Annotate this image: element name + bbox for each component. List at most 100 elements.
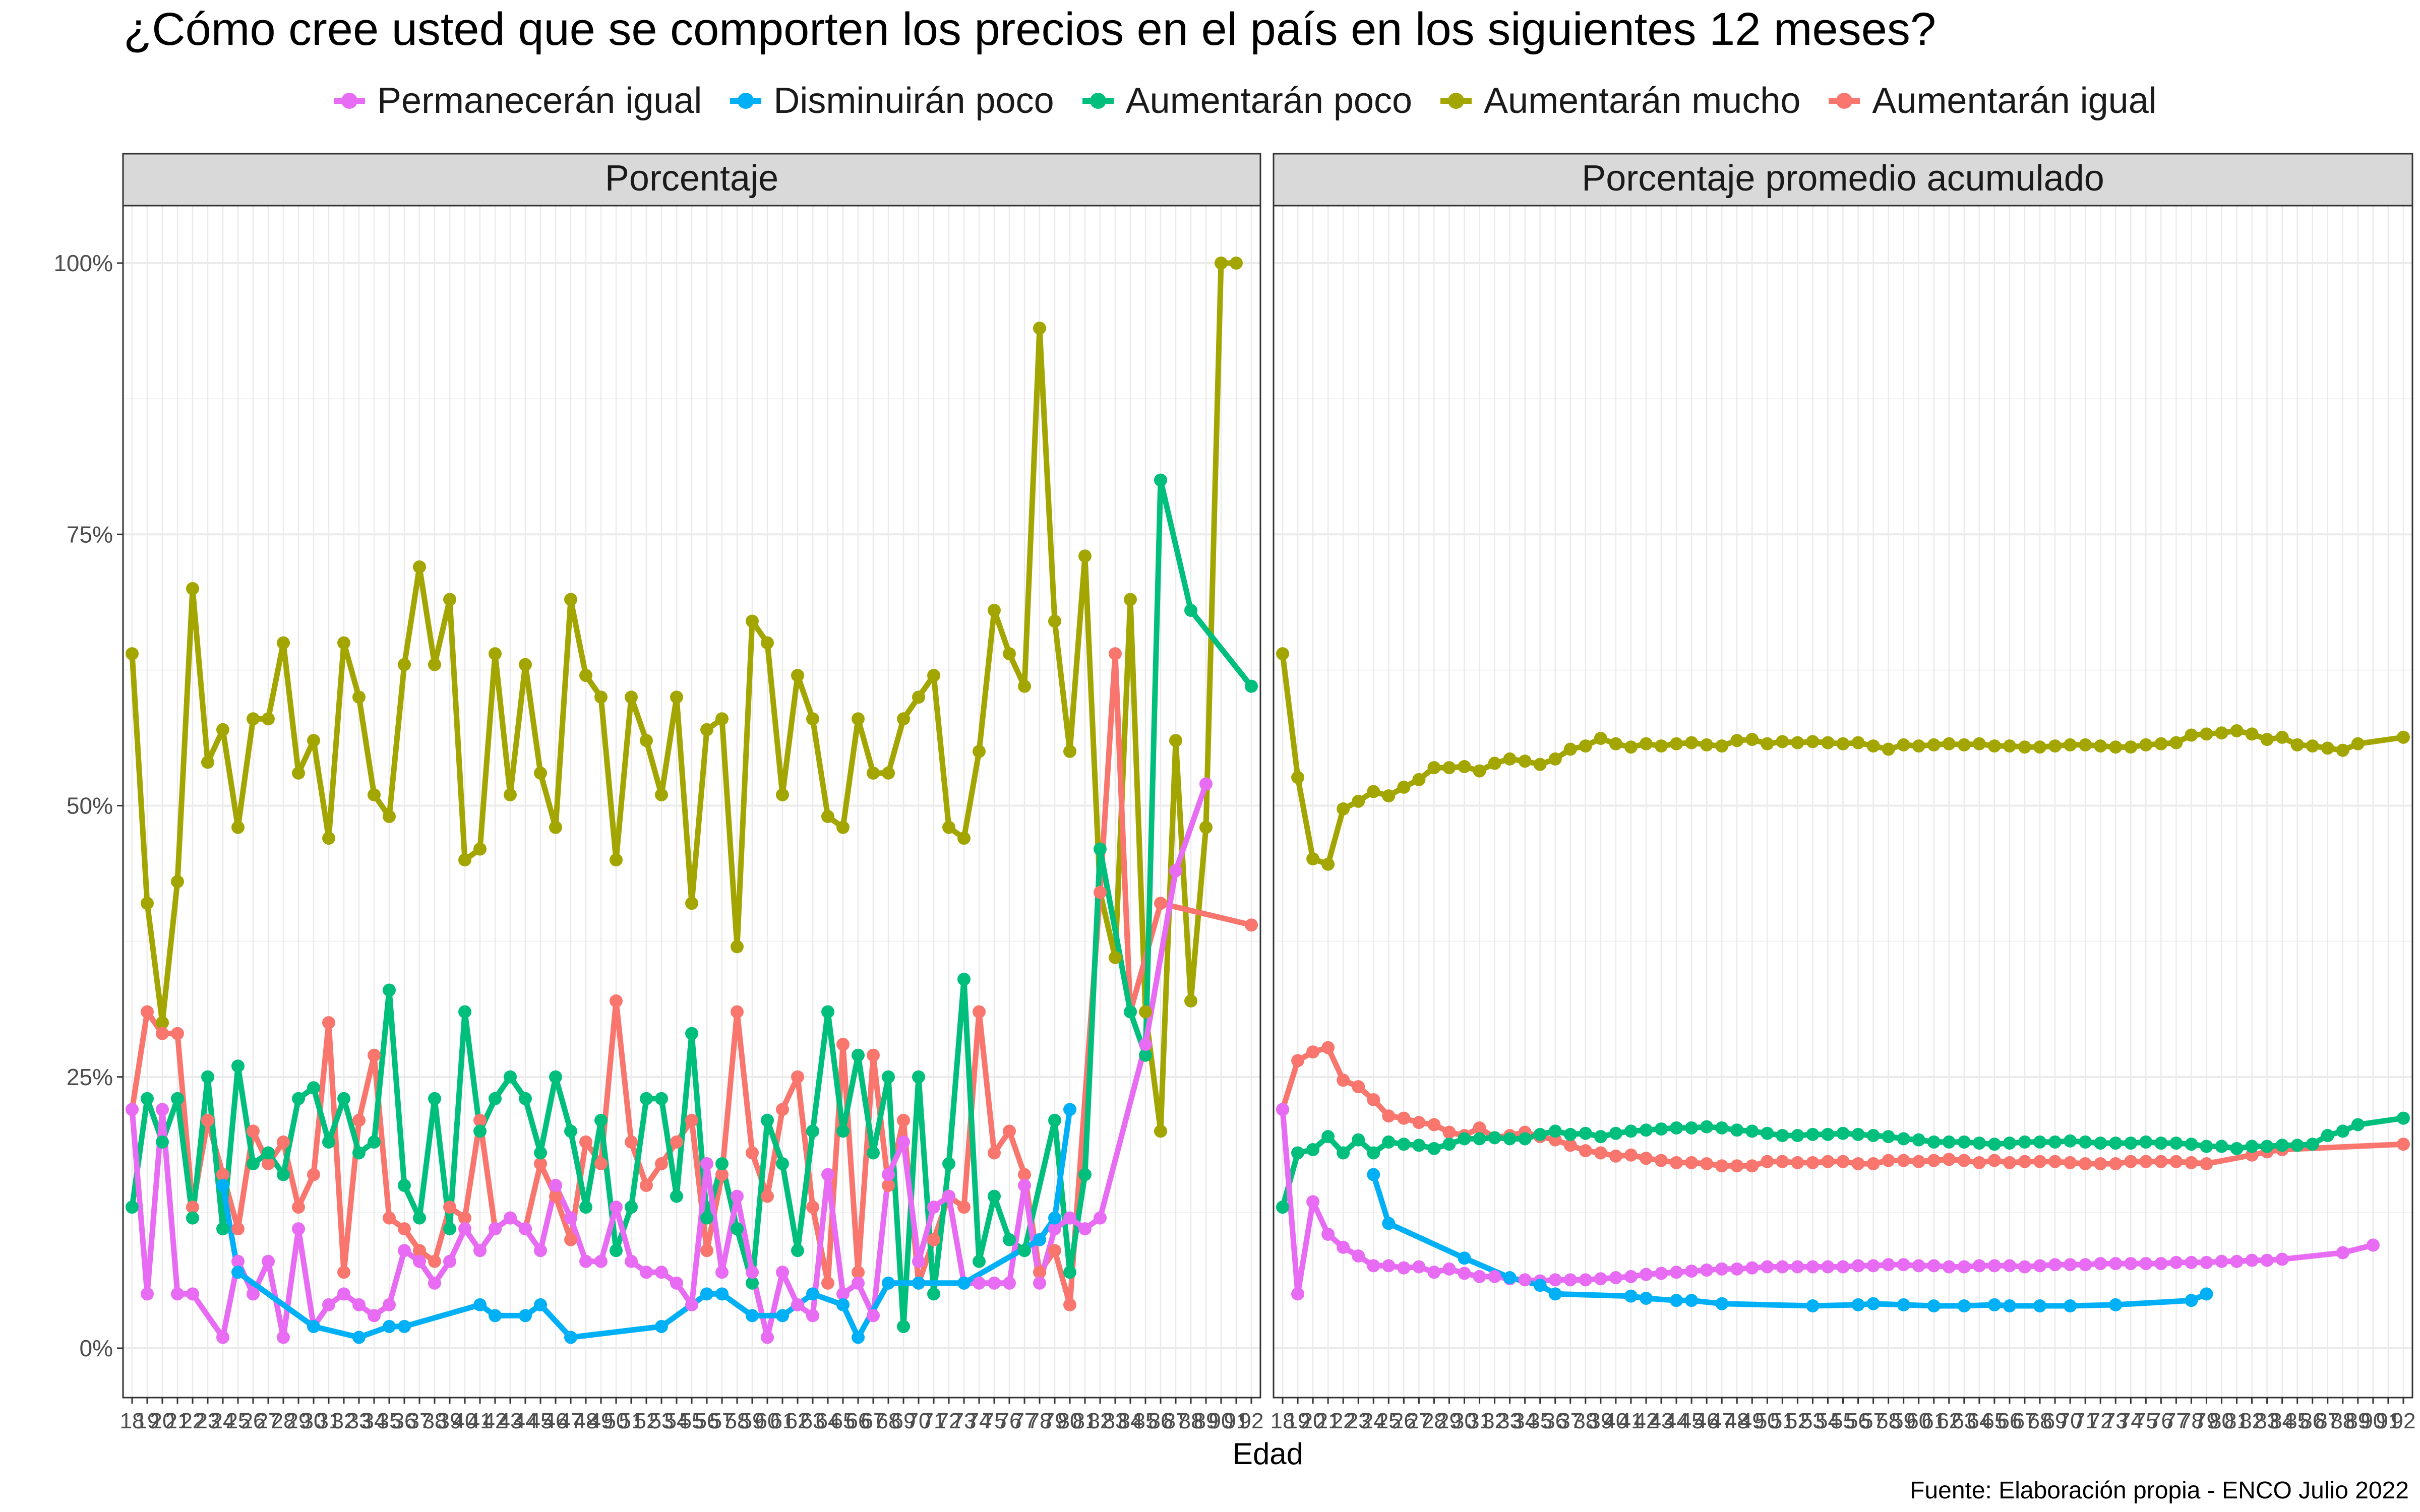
data-point — [867, 1309, 880, 1322]
data-point — [746, 614, 759, 628]
x-tick-label: 57 — [710, 1409, 735, 1433]
data-point — [1670, 737, 1683, 750]
data-point — [1382, 1259, 1396, 1273]
data-point — [398, 1319, 411, 1333]
x-tick-label: 40 — [453, 1409, 477, 1433]
data-point — [534, 1244, 547, 1257]
data-point — [1382, 1109, 1396, 1123]
data-point — [247, 1157, 260, 1170]
data-point — [1609, 1271, 1622, 1285]
data-point — [1655, 1154, 1668, 1167]
data-point — [1382, 1217, 1396, 1230]
data-point — [836, 1298, 850, 1311]
data-point — [1866, 1157, 1880, 1170]
x-tick-label: 32 — [1482, 1409, 1507, 1433]
data-point — [1791, 1260, 1804, 1274]
data-point — [2215, 726, 2228, 740]
data-point — [262, 712, 275, 726]
data-point — [610, 1201, 623, 1214]
data-point — [655, 1266, 668, 1279]
data-point — [1957, 738, 1971, 751]
data-point — [398, 658, 411, 671]
data-point — [383, 1298, 396, 1311]
data-point — [806, 1309, 819, 1322]
legend: Permanecerán igual Disminuirán poco Aume… — [333, 75, 2184, 127]
data-point — [2200, 1140, 2213, 1153]
data-point — [1199, 777, 1213, 791]
data-point — [1367, 1093, 1380, 1106]
data-point — [821, 810, 834, 824]
data-point — [610, 1244, 623, 1257]
x-tick-label: 37 — [1558, 1409, 1583, 1433]
data-point — [277, 1168, 290, 1181]
x-tick-label: 18 — [120, 1409, 145, 1433]
data-point — [1048, 1222, 1061, 1236]
data-point — [579, 1135, 592, 1149]
legend-key-aumentaran-mucho — [1440, 93, 1472, 109]
x-tick-label: 24 — [1361, 1409, 1386, 1433]
data-point — [1397, 1261, 1411, 1275]
x-tick-label: 39 — [1588, 1409, 1613, 1433]
data-point — [216, 1168, 229, 1181]
data-point — [1700, 1263, 1714, 1277]
data-point — [1897, 738, 1910, 751]
data-point — [1866, 739, 1880, 753]
data-point — [1397, 1111, 1411, 1125]
x-tick-label: 80 — [2209, 1409, 2234, 1433]
data-point — [413, 1211, 426, 1225]
data-point — [1184, 994, 1197, 1008]
data-point — [564, 1331, 577, 1344]
data-point — [1245, 679, 1258, 693]
data-point — [383, 1211, 396, 1225]
data-point — [1473, 1270, 1486, 1283]
x-tick-label: 59 — [740, 1409, 765, 1433]
x-tick-label: 64 — [816, 1409, 840, 1433]
data-point — [1018, 1244, 1031, 1257]
data-point — [2230, 1142, 2244, 1155]
data-point — [564, 1124, 577, 1138]
data-point — [1397, 780, 1411, 794]
data-point — [473, 1298, 487, 1311]
data-point — [1003, 1233, 1016, 1246]
data-point — [1169, 734, 1182, 747]
data-point — [1639, 1268, 1653, 1281]
x-tick-label: 44 — [513, 1409, 538, 1433]
data-point — [1882, 1154, 1895, 1167]
data-point — [1972, 1156, 1986, 1169]
x-tick-label: 76 — [997, 1409, 1022, 1433]
data-point — [1291, 771, 1305, 784]
x-axis-title: Edad — [1233, 1437, 1303, 1471]
data-point — [2018, 740, 2031, 754]
data-point — [1018, 1179, 1031, 1192]
data-point — [1139, 1048, 1152, 1062]
data-point — [2185, 1255, 2198, 1269]
data-point — [247, 1124, 260, 1138]
data-point — [126, 1103, 139, 1116]
data-point — [1670, 1294, 1683, 1307]
data-point — [2366, 1238, 2380, 1252]
data-point — [549, 821, 562, 834]
data-point — [307, 1319, 320, 1333]
x-tick-label: 81 — [1073, 1409, 1098, 1433]
data-point — [1730, 1123, 1744, 1137]
data-point — [473, 1113, 487, 1127]
x-tick-label: 41 — [1618, 1409, 1643, 1433]
data-point — [1851, 1127, 1865, 1141]
data-point — [640, 734, 653, 747]
data-point — [1276, 1201, 1290, 1214]
x-tick-label: 47 — [559, 1409, 583, 1433]
x-tick-label: 55 — [680, 1409, 704, 1433]
data-point — [141, 897, 154, 910]
x-tick-label: 25 — [1376, 1409, 1401, 1433]
data-point — [1715, 1159, 1729, 1173]
y-tick-label: 50% — [67, 793, 113, 819]
series-line — [129, 260, 1239, 1134]
x-tick-label: 31 — [1467, 1409, 1492, 1433]
data-point — [610, 994, 623, 1008]
data-point — [1109, 951, 1122, 964]
data-point — [352, 1146, 366, 1160]
data-point — [1579, 1144, 1592, 1158]
x-tick-label: 77 — [1012, 1409, 1037, 1433]
x-tick-label: 26 — [241, 1409, 266, 1433]
data-point — [882, 766, 895, 780]
